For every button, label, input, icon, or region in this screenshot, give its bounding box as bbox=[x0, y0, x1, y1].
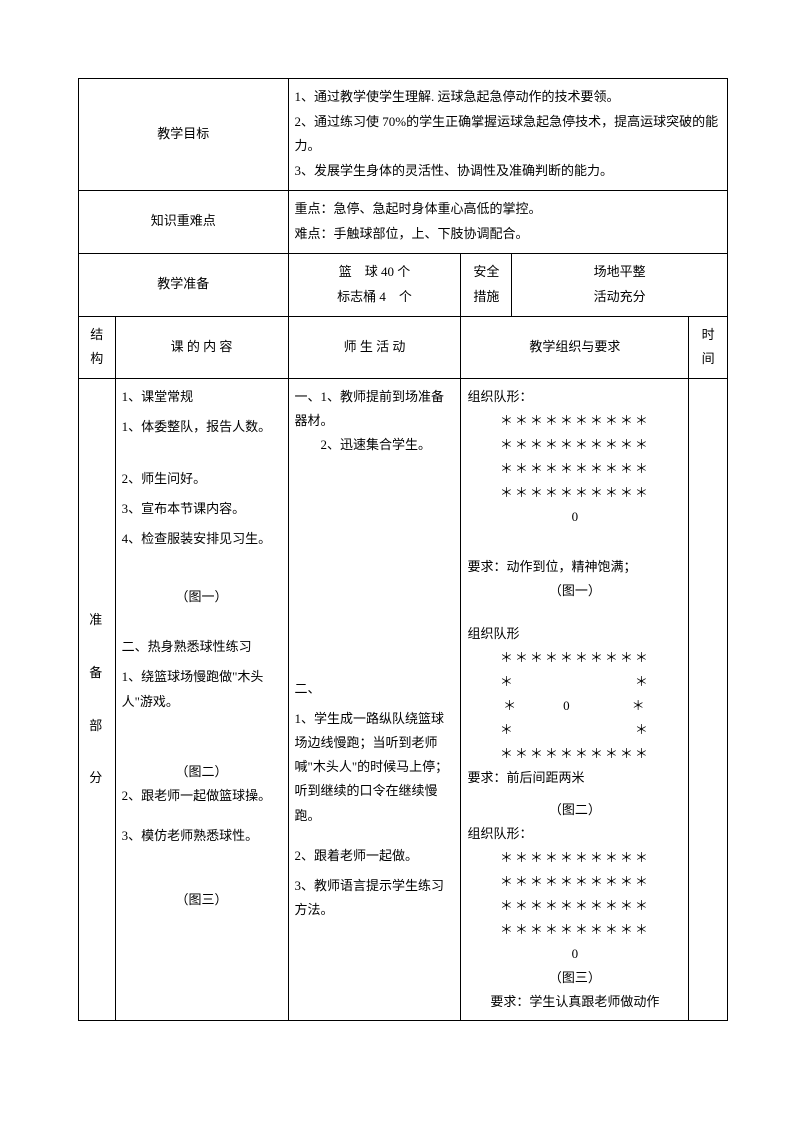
goal-content: 1、通过教学使学生理解. 运球急起急停动作的技术要领。 2、通过练习使 70%的… bbox=[288, 79, 727, 191]
c-l9: 3、模仿老师熟悉球性。 bbox=[122, 824, 282, 848]
prep-line1: 篮 球 40 个 bbox=[295, 260, 455, 285]
prep-line2: 标志桶 4 个 bbox=[295, 285, 455, 310]
o-s4: ＊＊＊＊＊＊＊＊＊＊ bbox=[467, 481, 682, 505]
section-label: 准 备 部 分 bbox=[79, 379, 116, 1021]
sec-char-1: 准 bbox=[85, 608, 109, 633]
a-part2: 二、 bbox=[295, 677, 455, 701]
o-z1: 0 bbox=[467, 505, 682, 529]
time-column bbox=[689, 379, 728, 1021]
c-l1: 1、课堂常规 bbox=[122, 385, 282, 409]
activity-column: 一、1、教师提前到场准备器材。 2、迅速集合学生。 二、 1、学生成一路纵队绕篮… bbox=[288, 379, 461, 1021]
o-f3: 组织队形： bbox=[467, 822, 682, 846]
key-content: 重点：急停、急起时身体重心高低的掌控。 难点：手触球部位，上、下肢协调配合。 bbox=[288, 190, 727, 253]
c-fig3: （图三） bbox=[122, 888, 282, 912]
o-r3: 要求：学生认真跟老师做动作 bbox=[467, 990, 682, 1014]
org-column: 组织队形： ＊＊＊＊＊＊＊＊＊＊ ＊＊＊＊＊＊＊＊＊＊ ＊＊＊＊＊＊＊＊＊＊ ＊… bbox=[461, 379, 689, 1021]
o-r1: 要求：动作到位，精神饱满； bbox=[467, 555, 682, 579]
lesson-table: 教学目标 1、通过教学使学生理解. 运球急起急停动作的技术要领。 2、通过练习使… bbox=[78, 78, 728, 1021]
key-label: 知识重难点 bbox=[79, 190, 289, 253]
o-s8: ＊＊＊＊＊＊＊＊＊＊ bbox=[467, 918, 682, 942]
hdr-org: 教学组织与要求 bbox=[461, 316, 689, 378]
a-1: 一、1、教师提前到场准备器材。 bbox=[295, 385, 455, 433]
o-b3: ＊ 0 ＊ bbox=[467, 694, 682, 718]
hdr-structure: 结 构 bbox=[79, 316, 116, 378]
c-l5: 4、检查服装安排见习生。 bbox=[122, 527, 282, 551]
c-l3: 2、师生问好。 bbox=[122, 467, 282, 491]
c-l8: 2、跟老师一起做篮球操。 bbox=[122, 784, 282, 808]
sec-char-3: 部 bbox=[85, 714, 109, 739]
safety-content: 场地平整 活动充分 bbox=[512, 253, 728, 316]
o-r2: 要求：前后间距两米 bbox=[467, 766, 682, 790]
o-z2: 0 bbox=[467, 942, 682, 966]
hdr-time: 时 间 bbox=[689, 316, 728, 378]
hdr-activity: 师 生 活 动 bbox=[288, 316, 461, 378]
o-f2: 组织队形 bbox=[467, 622, 682, 646]
c-l7: 1、绕篮球场慢跑做"木头人"游戏。 bbox=[122, 665, 282, 713]
prep-label: 教学准备 bbox=[79, 253, 289, 316]
o-fig1: （图一） bbox=[467, 579, 682, 603]
safety-label: 安全 措施 bbox=[461, 253, 512, 316]
content-column: 1、课堂常规 1、体委整队，报告人数。 2、师生问好。 3、宣布本节课内容。 4… bbox=[115, 379, 288, 1021]
a-2: 2、迅速集合学生。 bbox=[295, 433, 455, 457]
c-l2: 1、体委整队，报告人数。 bbox=[122, 415, 282, 439]
a-3: 1、学生成一路纵队绕篮球场边线慢跑；当听到老师喊"木头人"的时候马上停；听到继续… bbox=[295, 707, 455, 827]
c-l6: 二、热身熟悉球性练习 bbox=[122, 635, 282, 659]
a-5: 3、教师语言提示学生练习方法。 bbox=[295, 874, 455, 922]
o-s1: ＊＊＊＊＊＊＊＊＊＊ bbox=[467, 409, 682, 433]
o-b1: ＊＊＊＊＊＊＊＊＊＊ bbox=[467, 646, 682, 670]
o-b2: ＊ ＊ bbox=[467, 670, 682, 694]
o-s7: ＊＊＊＊＊＊＊＊＊＊ bbox=[467, 894, 682, 918]
o-s3: ＊＊＊＊＊＊＊＊＊＊ bbox=[467, 457, 682, 481]
o-b5: ＊＊＊＊＊＊＊＊＊＊ bbox=[467, 742, 682, 766]
o-s5: ＊＊＊＊＊＊＊＊＊＊ bbox=[467, 846, 682, 870]
o-s2: ＊＊＊＊＊＊＊＊＊＊ bbox=[467, 433, 682, 457]
prep-items-cell: 篮 球 40 个 标志桶 4 个 bbox=[288, 253, 461, 316]
o-f1: 组织队形： bbox=[467, 385, 682, 409]
o-fig2: （图二） bbox=[467, 798, 682, 822]
a-4: 2、跟着老师一起做。 bbox=[295, 844, 455, 868]
o-s6: ＊＊＊＊＊＊＊＊＊＊ bbox=[467, 870, 682, 894]
o-b4: ＊ ＊ bbox=[467, 718, 682, 742]
sec-char-4: 分 bbox=[85, 766, 109, 791]
hdr-content: 课 的 内 容 bbox=[115, 316, 288, 378]
o-fig3: （图三） bbox=[467, 966, 682, 990]
c-fig2: （图二） bbox=[122, 760, 282, 784]
c-fig1: （图一） bbox=[122, 585, 282, 609]
c-l4: 3、宣布本节课内容。 bbox=[122, 497, 282, 521]
sec-char-2: 备 bbox=[85, 661, 109, 686]
goal-label: 教学目标 bbox=[79, 79, 289, 191]
